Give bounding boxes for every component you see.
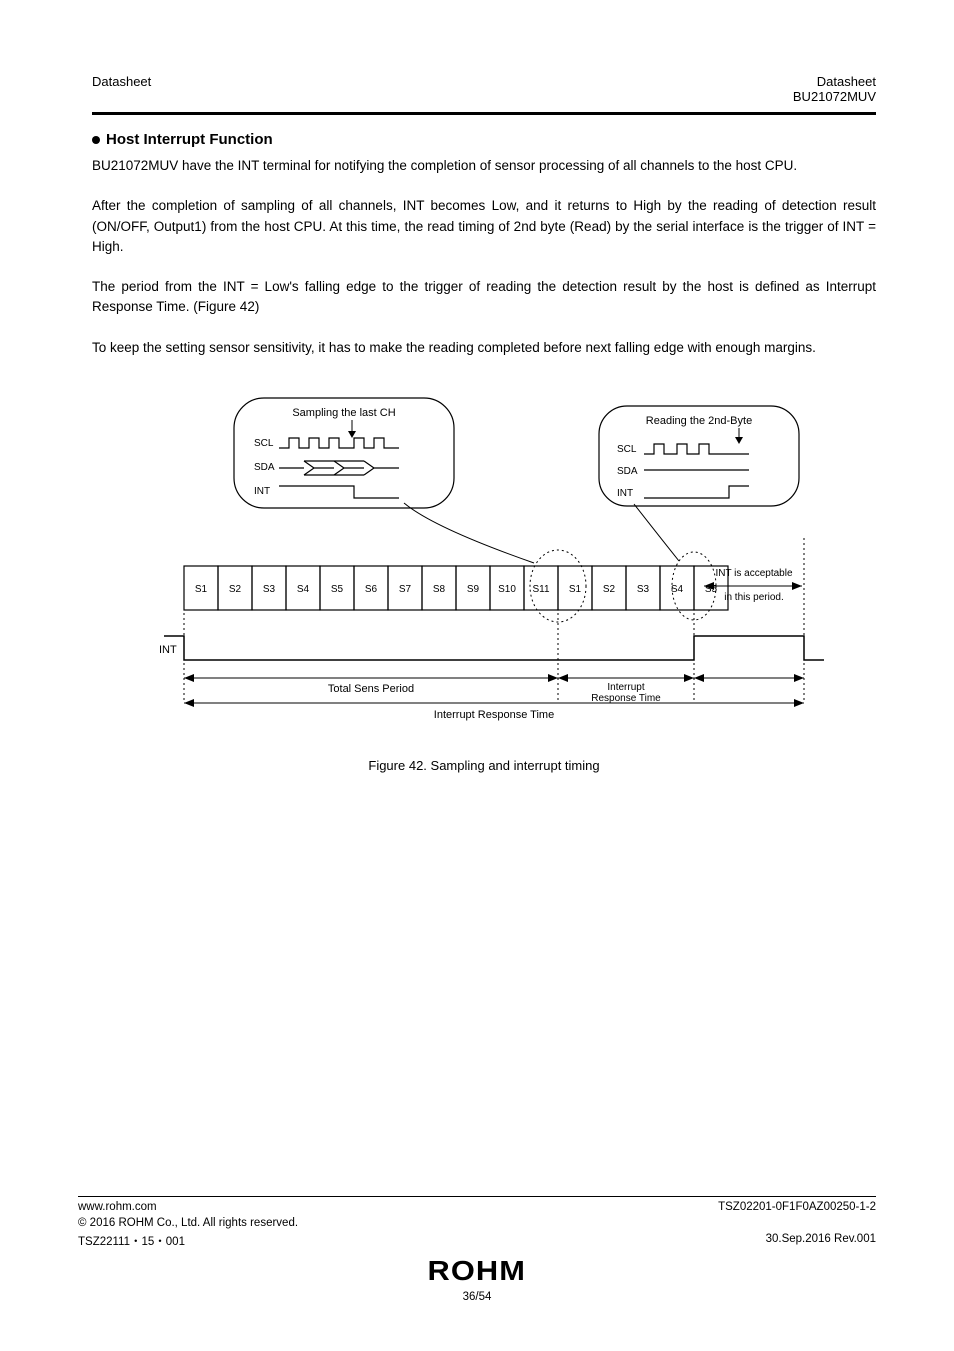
svg-text:S6: S6 [365,584,378,595]
svg-text:SDA: SDA [254,462,275,473]
svg-text:S1: S1 [569,584,582,595]
footer-copy: © 2016 ROHM Co., Ltd. All rights reserve… [78,1217,298,1229]
svg-text:Reading the 2nd-Byte: Reading the 2nd-Byte [646,415,752,427]
irt-outer-label: Interrupt Response Time [434,709,554,721]
svg-text:S11: S11 [532,584,549,595]
timing-diagram: S1S2S3S4S5S6S7S8S9S10S11S1S2S3S4S5 INT T… [144,378,824,748]
figure-caption: Figure 42. Sampling and interrupt timing [92,758,876,773]
rohm-logo: ROHM [428,1255,527,1287]
svg-text:INT: INT [254,486,270,497]
svg-text:SDA: SDA [617,466,638,477]
footer-rev-top: TSZ02201-0F1F0AZ00250-1-2 [718,1201,876,1213]
paragraph-2: After the completion of sampling of all … [92,196,876,257]
svg-text:INT: INT [617,488,633,499]
footer-page: 36/54 [463,1291,492,1303]
svg-text:Sampling the last CH: Sampling the last CH [292,407,395,419]
svg-text:S8: S8 [433,584,446,595]
rule-bottom [78,1196,876,1197]
header-right-line2: BU21072MUV [793,89,876,104]
acceptable-l1: INT is acceptable [715,568,793,579]
svg-text:S3: S3 [637,584,650,595]
svg-text:S3: S3 [263,584,276,595]
rule-top [92,112,876,115]
svg-text:S7: S7 [399,584,412,595]
footer-rev-bot: 30.Sep.2016 Rev.001 [766,1233,876,1249]
page: Datasheet Datasheet BU21072MUV Host Inte… [0,0,954,1351]
acceptable-l2: in this period. [724,592,783,603]
footer-tsz: TSZ22111・15・001 [78,1233,185,1249]
svg-text:Response Time: Response Time [591,693,661,704]
svg-text:S2: S2 [229,584,242,595]
svg-text:SCL: SCL [254,438,274,449]
logo-wrap: ROHM [78,1255,876,1287]
svg-text:S4: S4 [297,584,310,595]
section-heading: Host Interrupt Function [92,131,876,148]
bullet-icon [92,136,100,144]
paragraph-3: The period from the INT = Low's falling … [92,277,876,318]
section-title: Host Interrupt Function [106,131,273,148]
int-label: INT [159,644,177,656]
svg-text:S10: S10 [498,584,516,595]
page-footer: www.rohm.com TSZ02201-0F1F0AZ00250-1-2 ©… [78,1196,876,1303]
header-right: Datasheet BU21072MUV [793,74,876,104]
paragraph-4: To keep the setting sensor sensitivity, … [92,338,876,358]
svg-text:S1: S1 [195,584,208,595]
svg-text:S9: S9 [467,584,480,595]
page-header: Datasheet Datasheet BU21072MUV [92,74,876,104]
header-right-line1: Datasheet [793,74,876,89]
paragraph-1: BU21072MUV have the INT terminal for not… [92,156,876,176]
footer-url: www.rohm.com [78,1201,157,1213]
header-left: Datasheet [92,74,151,104]
svg-text:S5: S5 [331,584,344,595]
irt-inner-label: Interrupt [607,682,644,693]
svg-text:SCL: SCL [617,444,637,455]
svg-text:S2: S2 [603,584,616,595]
total-sense-label: Total Sens Period [328,683,414,695]
